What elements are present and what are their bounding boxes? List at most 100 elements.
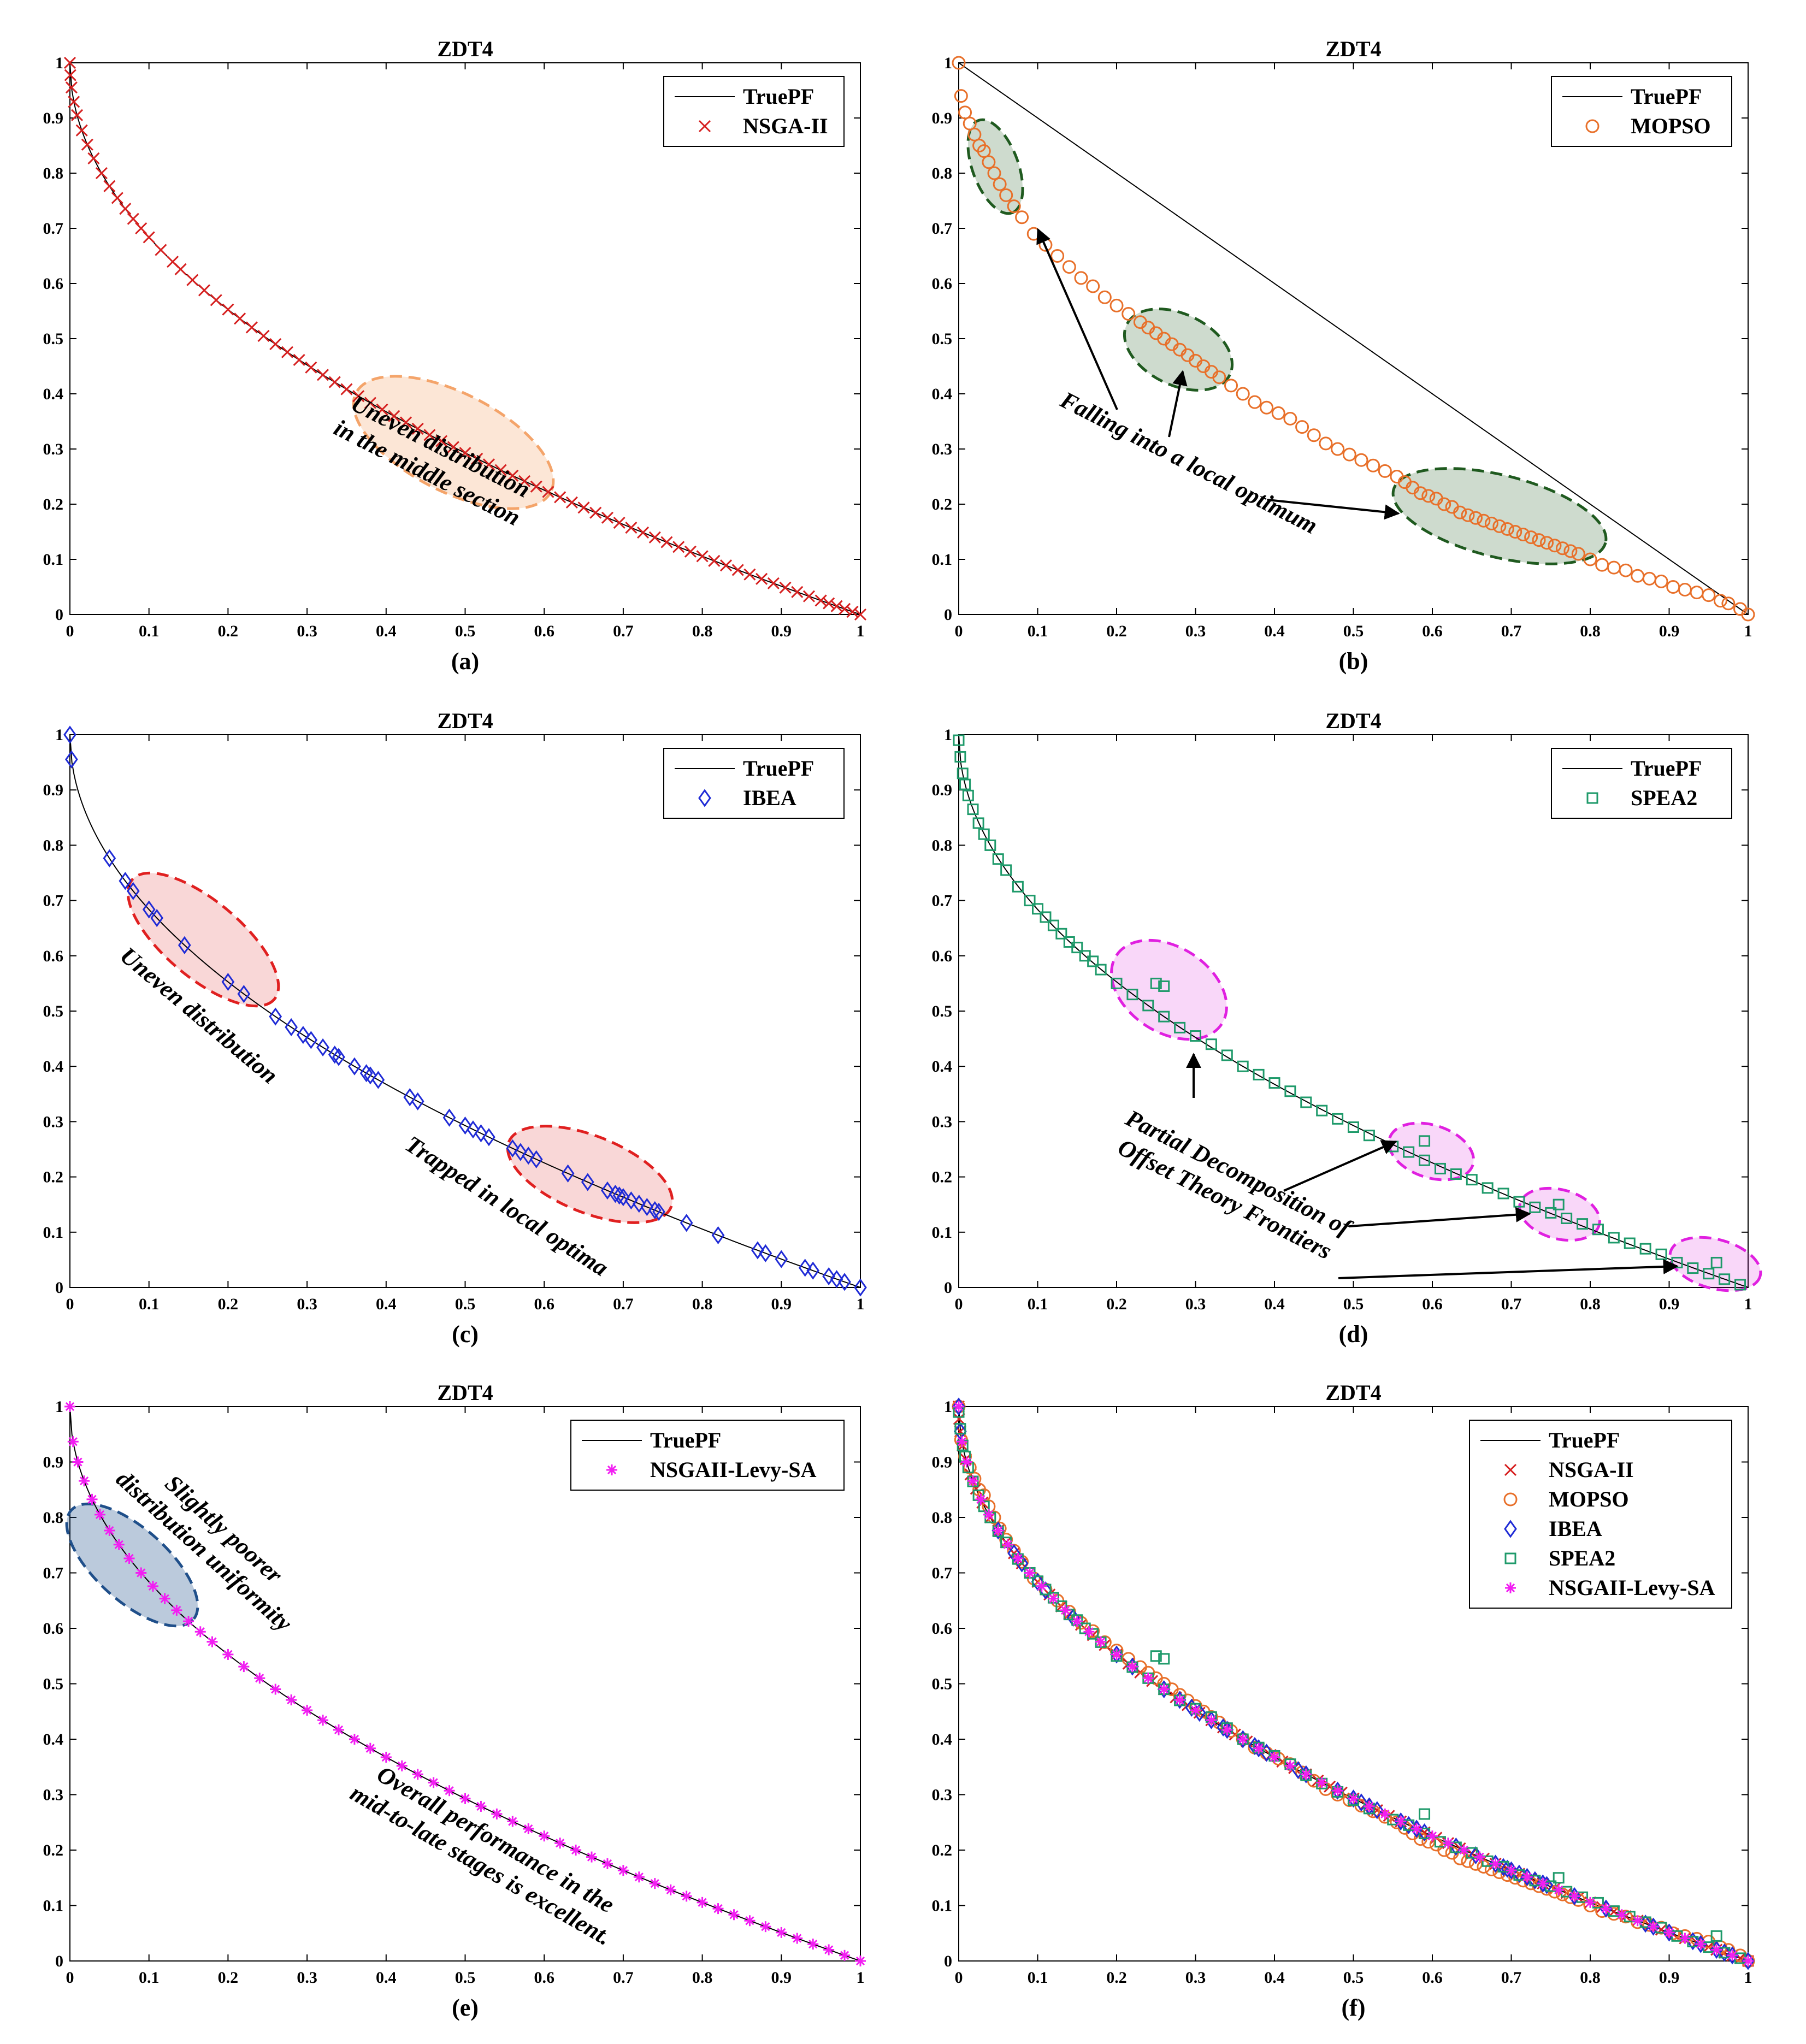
x-tick-label: 0.2 [218,1969,239,1987]
x-tick-label: 0.8 [1580,622,1601,640]
data-point [1316,1104,1328,1116]
data-point [983,1509,994,1520]
data-point [542,486,554,498]
data-point [1378,464,1392,478]
data-point [1071,942,1083,954]
data-point [459,447,471,459]
data-point [364,1066,377,1085]
y-tick-label: 0.6 [932,947,953,965]
data-point [696,550,709,563]
x-tick-label: 0.8 [692,1295,713,1313]
data-point [1095,964,1107,976]
y-tick-label: 0.2 [932,1168,953,1186]
x-tick-label: 0 [955,1295,963,1313]
annotation-arrow [1168,370,1188,438]
data-point [183,1616,194,1627]
y-tick-label: 0.6 [43,1620,64,1638]
data-point [349,1734,360,1745]
data-point [967,127,982,141]
data-point [1122,307,1136,321]
x-tick-label: 0.8 [1580,1295,1601,1313]
data-point [1307,428,1321,442]
legend: TruePF NSGA-II MOPSO IBEA SPEA2 NSGAII-Levy-S… [1469,1420,1732,1609]
data-point [648,1201,662,1220]
data-point [612,1186,626,1205]
data-point [823,1944,835,1956]
data-point [126,882,140,900]
data-point [1032,903,1043,915]
y-tick-label: 0.4 [43,385,64,403]
data-point [957,767,969,779]
data-point [1648,1921,1659,1933]
data-point [759,1244,772,1262]
legend-label: NSGAII-Levy-SA [650,1457,817,1482]
data-point [103,180,116,192]
data-point [178,936,191,954]
data-point [340,383,353,395]
data-point [150,909,164,928]
data-point [506,1139,520,1157]
data-point [632,1195,646,1213]
data-point [1555,541,1569,556]
data-point [293,353,305,366]
y-tick-label: 0.9 [43,109,64,127]
data-point [1366,458,1380,472]
x-tick-label: 0.7 [1501,1969,1522,1987]
data-point [1354,453,1368,467]
data-point [423,429,436,441]
data-point [304,1031,318,1049]
data-point [1453,505,1467,519]
data-point [1655,1248,1667,1260]
data-point [802,590,816,602]
data-point [286,1694,297,1706]
data-point [978,828,990,840]
data-point [1402,1816,1415,1834]
data-point [633,1871,645,1883]
data-point [1126,989,1138,1001]
data-point [660,536,673,548]
x-tick-label: 0.2 [218,622,239,640]
data-point [855,1956,866,1966]
data-point [1271,406,1285,420]
x-tick-label: 0.4 [376,1969,397,1987]
data-point [1237,1734,1249,1745]
data-point [352,390,365,403]
y-tick-label: 0.3 [932,440,953,458]
data-point [952,56,966,70]
legend-label: TruePF [650,1428,721,1452]
data-point [194,1626,206,1638]
data-point [403,1088,417,1107]
data-point [954,751,966,763]
data-point [222,303,234,316]
data-point [444,1785,455,1797]
x-tick-label: 0.6 [534,622,554,640]
legend-label: MOPSO [1631,114,1711,138]
data-point [1007,1544,1020,1563]
data-point [956,1436,967,1448]
data-point [1721,596,1736,611]
truepf-line [958,62,1749,615]
y-tick-label: 0.1 [43,1224,64,1242]
chart-panel-b: ZDT4 0 0.1 0.2 0.3 0.4 0.5 0.6 0.7 0.8 0.9 1 0 0.1 0.2… [932,37,1755,675]
data-point [958,105,972,120]
data-point [1348,1121,1359,1133]
y-tick-label: 0 [944,1279,952,1297]
data-point [999,188,1013,202]
data-point [1639,1243,1651,1255]
data-point [601,511,614,524]
data-point [731,564,744,576]
legend-box [570,1420,845,1491]
data-point [1150,1650,1162,1662]
data-point [68,96,80,108]
data-point [1284,1085,1296,1097]
data-point [210,294,222,306]
data-point [316,1038,329,1057]
legend-marker [1586,792,1598,804]
data-point [123,1552,135,1564]
x-tick-label: 0.3 [297,1295,317,1313]
panel-label: (b) [1339,648,1368,675]
data-point [1000,864,1012,876]
y-tick-label: 0 [55,1279,63,1297]
data-point [1060,1604,1071,1616]
x-tick-label: 0.6 [1422,622,1443,640]
